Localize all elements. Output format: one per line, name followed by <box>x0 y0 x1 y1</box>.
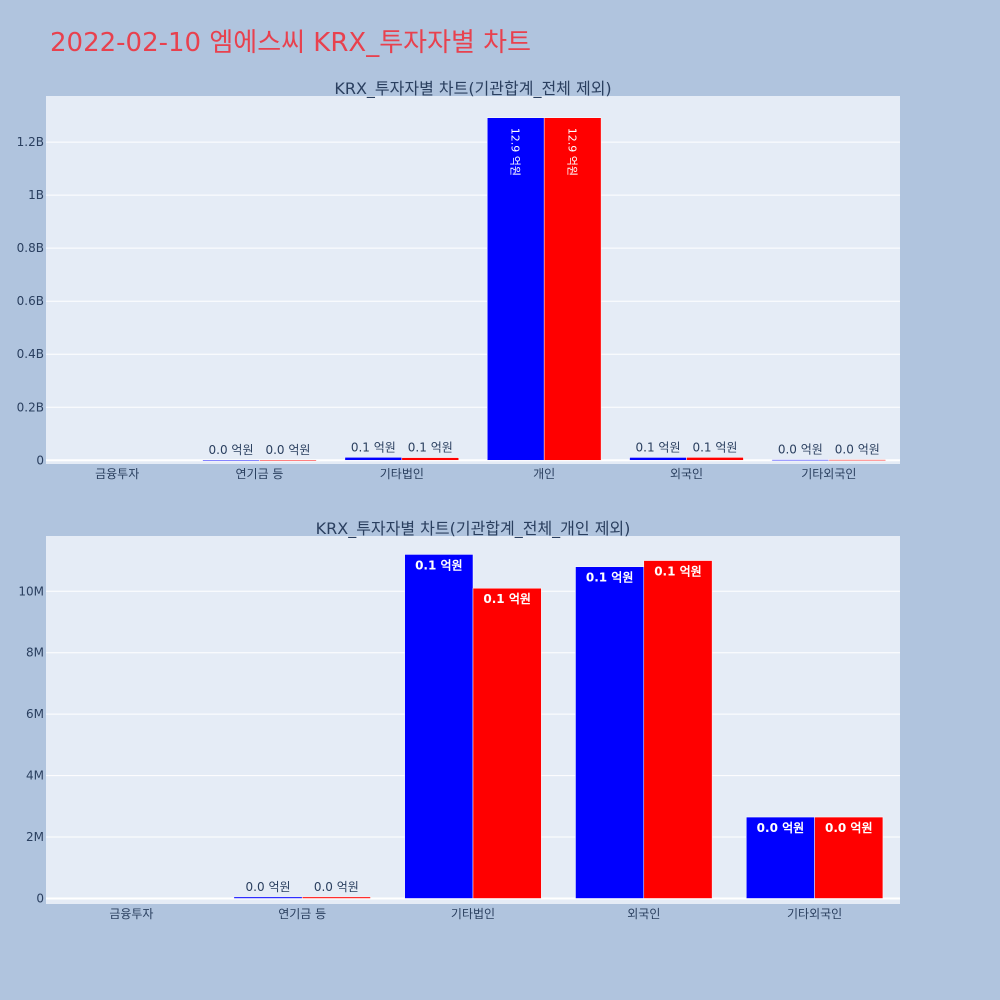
y-tick-label: 1.2B <box>17 135 44 149</box>
y-tick-label: 10M <box>18 584 44 598</box>
page-title: 2022-02-10 엠에스씨 KRX_투자자별 차트 <box>50 28 532 58</box>
bar <box>543 117 602 461</box>
data-label: 0.0 억원 <box>209 443 254 457</box>
y-tick-label: 8M <box>26 646 44 660</box>
chart-title-2: KRX_투자자별 차트(기관합계_전체_개인 제외) <box>316 519 631 539</box>
bar <box>575 566 645 899</box>
x-tick-label: 연기금 등 <box>278 907 326 921</box>
bar <box>404 554 474 899</box>
bar <box>746 816 815 899</box>
plot-area-1 <box>46 96 900 464</box>
chart-title-1: KRX_투자자별 차트(기관합계_전체 제외) <box>334 79 611 99</box>
bar <box>828 459 887 461</box>
x-tick-label: 기타외국인 <box>801 467 856 481</box>
y-tick-label: 0 <box>36 453 44 467</box>
y-tick-label: 0.6B <box>17 294 44 308</box>
bar <box>814 816 884 899</box>
data-label: 0.1 억원 <box>636 440 681 454</box>
bar <box>629 457 687 461</box>
x-tick-label: 개인 <box>533 467 555 481</box>
x-tick-label: 금융투자 <box>109 907 153 921</box>
y-tick-label: 4M <box>26 769 44 783</box>
data-label: 0.0 억원 <box>757 821 805 835</box>
x-tick-label: 기타법인 <box>451 907 495 921</box>
data-label: 0.0 억원 <box>778 443 823 457</box>
data-label: 12.9 억원 <box>509 128 522 176</box>
bar <box>401 457 460 461</box>
x-tick-label: 외국인 <box>670 467 703 481</box>
data-label: 0.1 억원 <box>586 571 634 585</box>
bar <box>486 117 545 461</box>
x-tick-label: 연기금 등 <box>236 467 284 481</box>
x-tick-label: 금융투자 <box>95 467 139 481</box>
bar <box>233 896 303 899</box>
data-label: 0.1 억원 <box>483 592 531 606</box>
data-label: 0.0 억원 <box>246 880 291 894</box>
bar <box>771 459 830 461</box>
bar <box>472 587 542 899</box>
x-tick-label: 외국인 <box>627 907 660 921</box>
x-tick-label: 기타외국인 <box>787 907 842 921</box>
bar <box>643 560 713 899</box>
data-label: 0.0 억원 <box>314 880 359 894</box>
y-tick-label: 1B <box>28 188 44 202</box>
data-label: 0.1 억원 <box>351 440 396 454</box>
y-tick-label: 2M <box>26 830 44 844</box>
data-label: 0.1 억원 <box>692 440 737 454</box>
data-label: 0.1 억원 <box>415 558 463 572</box>
bar <box>259 459 317 462</box>
bar <box>301 896 371 899</box>
bar <box>686 457 744 461</box>
y-tick-label: 0 <box>36 891 44 905</box>
data-label: 12.9 억원 <box>566 128 579 176</box>
y-tick-label: 0.8B <box>17 241 44 255</box>
data-label: 0.1 억원 <box>408 441 453 455</box>
y-tick-label: 6M <box>26 707 44 721</box>
x-tick-label: 기타법인 <box>380 467 424 481</box>
y-tick-label: 0.4B <box>17 347 44 361</box>
data-label: 0.1 억원 <box>654 565 702 579</box>
data-label: 0.0 억원 <box>825 821 873 835</box>
data-label: 0.0 억원 <box>835 443 880 457</box>
data-label: 0.0 억원 <box>265 443 310 457</box>
y-tick-label: 0.2B <box>17 400 44 414</box>
bar <box>202 459 260 462</box>
bar <box>344 457 403 461</box>
